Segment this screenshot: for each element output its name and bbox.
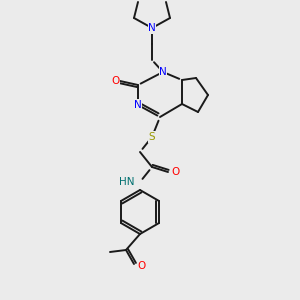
Text: O: O: [111, 76, 119, 86]
Text: N: N: [159, 67, 167, 77]
Text: HN: HN: [119, 177, 135, 187]
Text: O: O: [138, 261, 146, 271]
Text: N: N: [148, 23, 156, 33]
Text: S: S: [149, 132, 155, 142]
Text: O: O: [171, 167, 179, 177]
Text: N: N: [134, 100, 142, 110]
